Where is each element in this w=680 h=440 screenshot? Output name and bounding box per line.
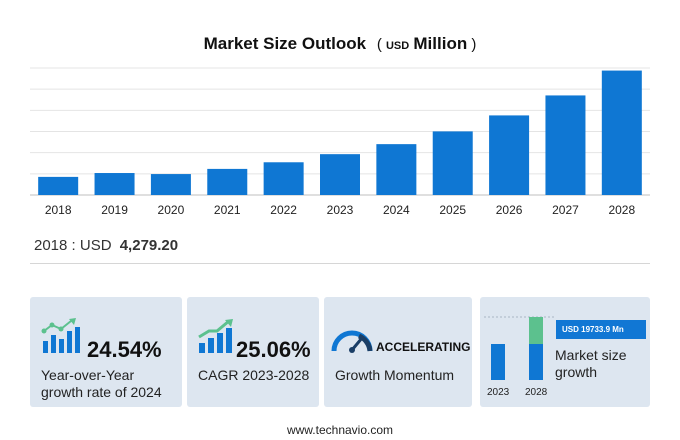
- cagr-card: 25.06% CAGR 2023-2028: [187, 297, 319, 407]
- x-tick-2028: 2028: [608, 203, 635, 217]
- cagr-value: 25.06%: [236, 337, 311, 362]
- mini-bar-chart: [484, 316, 556, 380]
- speedometer-icon: [331, 330, 373, 353]
- bar-chart: 2018 2019 2020 2021 2022 2023 2024 2025 2026 2027…: [30, 67, 650, 217]
- x-tick-2027: 2027: [552, 203, 579, 217]
- base-year-value: 2018 : USD 4,279.20: [34, 237, 178, 254]
- footer-source: www.technavio.com: [286, 423, 394, 437]
- bar-2026: [489, 115, 530, 195]
- x-tick-2023: 2023: [327, 203, 354, 217]
- yoy-card: 24.54% Year-over-Year growth rate of 202…: [30, 297, 182, 407]
- bar-2024: [376, 144, 417, 195]
- x-tick-2024: 2024: [383, 203, 410, 217]
- base-label: 2018 : USD: [34, 237, 112, 254]
- mini-bar-2023: [491, 344, 505, 380]
- x-tick-2018: 2018: [45, 203, 72, 217]
- growth-chart-icon: [41, 318, 80, 353]
- market-growth-card: USD 19733.9 Mn 2023 2028 Market size gro…: [480, 297, 650, 407]
- bar-growth-icon: [198, 319, 233, 353]
- x-tick-2021: 2021: [214, 203, 241, 217]
- x-tick-2025: 2025: [439, 203, 466, 217]
- mini-bar-2028: [529, 344, 543, 380]
- growth-badge: USD 19733.9 Mn: [556, 320, 646, 339]
- bar-2027: [545, 95, 586, 195]
- base-number: 4,279.20: [119, 237, 179, 254]
- bar-2025: [432, 131, 473, 195]
- bar-2023: [320, 154, 360, 195]
- cagr-label: CAGR 2023-2028: [198, 367, 310, 383]
- x-tick-2026: 2026: [496, 203, 523, 217]
- market-growth-label: Market size growth: [555, 347, 627, 380]
- mini-year-2028: 2028: [525, 387, 548, 398]
- mini-year-2023: 2023: [487, 387, 510, 398]
- divider: [30, 263, 650, 264]
- title-main: Market Size Outlook: [203, 34, 367, 53]
- x-tick-2020: 2020: [158, 203, 185, 217]
- x-tick-2019: 2019: [101, 203, 128, 217]
- chart-title: Market Size Outlook ( USD Million ): [0, 34, 680, 54]
- bar-2022: [263, 162, 304, 195]
- bar-2020: [150, 174, 191, 195]
- yoy-label: Year-over-Year growth rate of 2024: [41, 367, 162, 400]
- title-unit: ( USD Million ): [376, 34, 477, 53]
- mini-bar-growth: [529, 317, 543, 344]
- momentum-label: Growth Momentum: [335, 367, 455, 383]
- momentum-card: ACCELERATING Growth Momentum: [324, 297, 472, 407]
- momentum-value: ACCELERATING: [376, 340, 471, 354]
- bar-2028: [601, 70, 642, 195]
- yoy-value: 24.54%: [87, 337, 162, 362]
- bar-2018: [38, 176, 79, 195]
- bar-2021: [207, 168, 248, 195]
- x-tick-2022: 2022: [270, 203, 297, 217]
- bar-2019: [94, 173, 135, 195]
